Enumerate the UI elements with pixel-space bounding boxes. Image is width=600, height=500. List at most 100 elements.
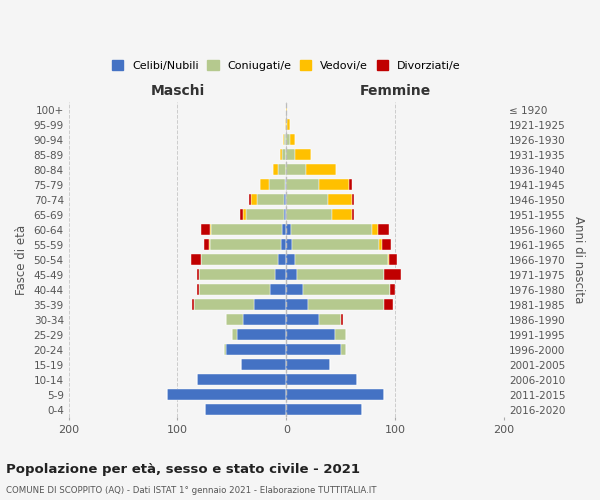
- Bar: [389, 284, 395, 296]
- Text: Popolazione per età, sesso e stato civile - 2021: Popolazione per età, sesso e stato civil…: [6, 462, 360, 475]
- Text: Maschi: Maschi: [151, 84, 205, 98]
- Bar: [199, 269, 275, 280]
- Bar: [295, 254, 388, 266]
- Bar: [286, 374, 357, 386]
- Bar: [241, 359, 286, 370]
- Bar: [292, 239, 379, 250]
- Bar: [194, 299, 254, 310]
- Y-axis label: Fasce di età: Fasce di età: [15, 224, 28, 295]
- Bar: [243, 209, 246, 220]
- Bar: [275, 269, 286, 280]
- Bar: [319, 179, 349, 190]
- Bar: [284, 194, 286, 205]
- Bar: [254, 299, 286, 310]
- Bar: [306, 164, 337, 175]
- Text: Femmine: Femmine: [359, 84, 431, 98]
- Bar: [286, 104, 287, 116]
- Bar: [378, 224, 389, 235]
- Bar: [286, 359, 330, 370]
- Bar: [191, 299, 194, 310]
- Bar: [384, 269, 401, 280]
- Bar: [328, 194, 352, 205]
- Bar: [286, 134, 290, 145]
- Bar: [167, 389, 286, 400]
- Bar: [211, 224, 282, 235]
- Bar: [352, 209, 354, 220]
- Bar: [286, 149, 295, 160]
- Bar: [226, 314, 243, 326]
- Bar: [282, 224, 286, 235]
- Bar: [203, 239, 209, 250]
- Bar: [286, 269, 297, 280]
- Bar: [379, 239, 382, 250]
- Bar: [278, 164, 286, 175]
- Bar: [280, 149, 282, 160]
- Bar: [205, 404, 286, 415]
- Bar: [257, 194, 284, 205]
- Bar: [286, 404, 362, 415]
- Bar: [239, 209, 243, 220]
- Bar: [388, 254, 389, 266]
- Bar: [389, 254, 397, 266]
- Bar: [197, 374, 286, 386]
- Bar: [278, 254, 286, 266]
- Y-axis label: Anni di nascita: Anni di nascita: [572, 216, 585, 304]
- Bar: [238, 329, 286, 340]
- Bar: [199, 284, 270, 296]
- Bar: [335, 329, 346, 340]
- Bar: [286, 239, 292, 250]
- Bar: [372, 224, 378, 235]
- Bar: [269, 179, 285, 190]
- Bar: [284, 134, 286, 145]
- Bar: [287, 119, 290, 130]
- Bar: [260, 179, 269, 190]
- Bar: [341, 314, 343, 326]
- Bar: [297, 269, 384, 280]
- Bar: [285, 119, 286, 130]
- Bar: [286, 224, 290, 235]
- Bar: [210, 224, 211, 235]
- Bar: [281, 239, 286, 250]
- Bar: [286, 299, 308, 310]
- Bar: [286, 209, 332, 220]
- Bar: [226, 344, 286, 356]
- Bar: [251, 194, 257, 205]
- Bar: [191, 254, 202, 266]
- Bar: [286, 314, 319, 326]
- Text: COMUNE DI SCOPPITO (AQ) - Dati ISTAT 1° gennaio 2021 - Elaborazione TUTTITALIA.I: COMUNE DI SCOPPITO (AQ) - Dati ISTAT 1° …: [6, 486, 377, 495]
- Bar: [302, 284, 389, 296]
- Bar: [270, 284, 286, 296]
- Bar: [290, 224, 372, 235]
- Bar: [224, 344, 226, 356]
- Bar: [202, 254, 278, 266]
- Bar: [286, 164, 306, 175]
- Bar: [349, 179, 352, 190]
- Bar: [197, 269, 199, 280]
- Bar: [210, 239, 281, 250]
- Bar: [285, 179, 286, 190]
- Bar: [295, 149, 311, 160]
- Bar: [341, 344, 346, 356]
- Bar: [286, 119, 287, 130]
- Bar: [246, 209, 284, 220]
- Bar: [202, 224, 210, 235]
- Bar: [286, 329, 335, 340]
- Bar: [286, 389, 384, 400]
- Bar: [352, 194, 354, 205]
- Bar: [319, 314, 341, 326]
- Bar: [384, 299, 393, 310]
- Bar: [332, 209, 352, 220]
- Bar: [286, 254, 295, 266]
- Bar: [286, 179, 319, 190]
- Bar: [232, 329, 238, 340]
- Bar: [283, 134, 284, 145]
- Bar: [282, 149, 286, 160]
- Legend: Celibi/Nubili, Coniugati/e, Vedovi/e, Divorziati/e: Celibi/Nubili, Coniugati/e, Vedovi/e, Di…: [112, 60, 461, 72]
- Bar: [286, 284, 302, 296]
- Bar: [273, 164, 278, 175]
- Bar: [284, 209, 286, 220]
- Bar: [197, 284, 199, 296]
- Bar: [209, 239, 210, 250]
- Bar: [382, 239, 391, 250]
- Bar: [250, 194, 251, 205]
